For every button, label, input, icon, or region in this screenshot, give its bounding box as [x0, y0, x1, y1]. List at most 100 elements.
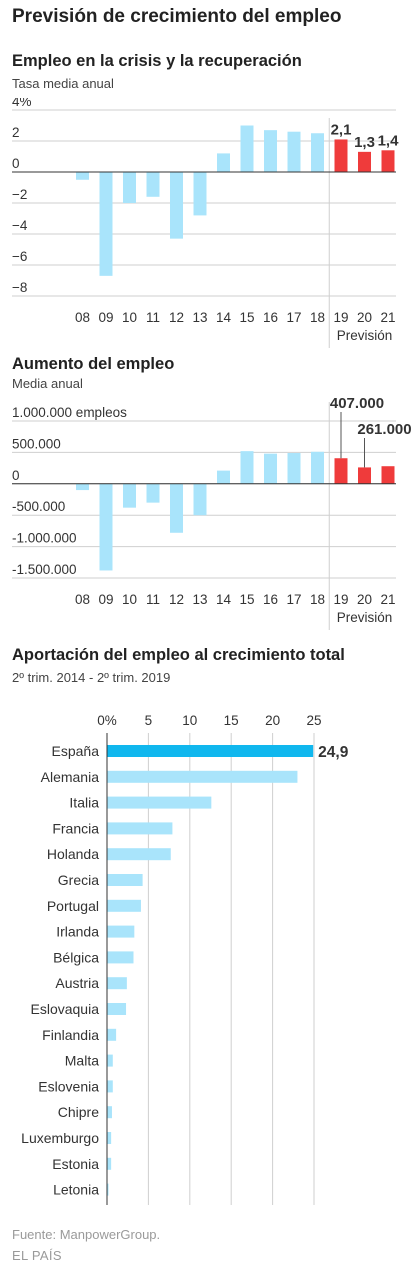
x-tick-label: 12: [169, 310, 184, 325]
data-label-España: 24,9: [318, 744, 349, 761]
bar-09: [99, 172, 113, 276]
bar-Chipre: [107, 1106, 112, 1119]
category-label: Francia: [52, 820, 99, 836]
bar-Letonia: [107, 1183, 109, 1196]
bar-16: [264, 453, 277, 484]
y-tick-label: 2: [12, 125, 20, 140]
x-tick-label: 5: [145, 713, 153, 728]
bar-17: [287, 131, 301, 172]
y-tick-label: -1.000.000: [12, 531, 77, 546]
x-tick-label: 15: [239, 310, 254, 325]
bar-12: [170, 172, 183, 239]
chart1-subtitle: Tasa media anual: [12, 76, 114, 91]
y-tick-label: 0: [12, 468, 20, 483]
x-tick-label: 11: [146, 592, 160, 607]
y-tick-label: 500.000: [12, 436, 61, 451]
y-tick-label: 4%: [12, 98, 32, 109]
x-tick-label: 11: [146, 310, 160, 325]
x-tick-label: 20: [265, 713, 280, 728]
bar-16: [264, 130, 277, 172]
y-tick-label: −8: [12, 280, 27, 295]
data-label-19: 2,1: [331, 121, 352, 138]
forecast-label: Previsión: [337, 328, 393, 343]
bar-15: [240, 451, 254, 484]
x-tick-label: 15: [239, 592, 254, 607]
chart2-subtitle: Media anual: [12, 376, 83, 391]
bar-20: [358, 467, 371, 484]
bar-Eslovenia: [107, 1080, 113, 1093]
bar-Irlanda: [107, 925, 135, 938]
x-tick-label: 18: [310, 592, 325, 607]
x-tick-label: 12: [169, 592, 184, 607]
chart1-title: Empleo en la crisis y la recuperación: [12, 52, 302, 70]
x-tick-label: 20: [357, 592, 372, 607]
forecast-label: Previsión: [337, 610, 393, 625]
chart2-title: Aumento del empleo: [12, 355, 175, 373]
bar-España: [107, 745, 314, 757]
x-tick-label: 25: [306, 713, 321, 728]
x-tick-label: 08: [75, 592, 90, 607]
publisher-brand: EL PAÍS: [12, 1248, 62, 1263]
x-tick-label: 09: [98, 310, 113, 325]
bar-13: [193, 172, 207, 216]
category-label: Holanda: [47, 846, 99, 862]
chart3-subtitle: 2º trim. 2014 - 2º trim. 2019: [12, 670, 171, 685]
bar-19: [334, 458, 348, 484]
category-label: Grecia: [58, 872, 99, 888]
page-title: Previsión de crecimiento del empleo: [12, 6, 342, 27]
data-label-20: 261.000: [357, 421, 411, 438]
x-tick-label: 17: [286, 310, 301, 325]
bar-08: [76, 483, 89, 491]
category-label: España: [52, 743, 100, 759]
x-tick-label: 10: [122, 310, 137, 325]
category-label: Eslovaquia: [31, 1001, 100, 1017]
bar-21: [381, 466, 395, 484]
y-tick-label: -500.000: [12, 499, 65, 514]
bar-10: [123, 172, 136, 203]
bar-Austria: [107, 977, 127, 990]
bar-15: [240, 125, 254, 172]
bar-13: [193, 483, 207, 516]
bar-Luxemburgo: [107, 1132, 112, 1144]
category-label: Irlanda: [56, 924, 99, 940]
data-label-19: 407.000: [330, 395, 384, 412]
bar-Grecia: [107, 874, 143, 886]
bar-Alemania: [107, 770, 298, 783]
y-tick-label: −4: [12, 218, 28, 233]
chart3-contribution: 0% 5 10 15 20 25 España Alemania Italia Francia Ho…: [21, 713, 349, 1205]
bar-21: [381, 150, 395, 172]
bar-11: [146, 483, 160, 503]
bar-12: [170, 483, 183, 533]
x-tick-label: 19: [333, 592, 348, 607]
category-label: Austria: [55, 975, 99, 991]
x-tick-label: 20: [357, 310, 372, 325]
bar-Italia: [107, 796, 212, 809]
bar-Francia: [107, 822, 173, 835]
y-tick-label: -1.500.000: [12, 562, 77, 577]
x-tick-label: 10: [182, 713, 197, 728]
x-tick-label: 14: [216, 592, 232, 607]
data-label-20: 1,3: [354, 134, 375, 151]
bar-Bélgica: [107, 951, 134, 964]
category-label: Bélgica: [53, 949, 99, 965]
bar-Estonia: [107, 1157, 112, 1170]
y-tick-label: 1.000.000 empleos: [12, 405, 127, 420]
x-tick-label: 14: [216, 310, 232, 325]
category-label: Italia: [69, 795, 99, 811]
bar-Malta: [107, 1054, 113, 1067]
bar-17: [287, 453, 301, 484]
bar-Finlandia: [107, 1028, 117, 1041]
x-tick-label: 09: [98, 592, 113, 607]
bar-Eslovaquia: [107, 1003, 127, 1015]
bar-19: [334, 139, 348, 172]
x-tick-label: 19: [333, 310, 348, 325]
category-label: Finlandia: [42, 1027, 99, 1043]
bar-09: [99, 483, 113, 571]
category-label: Alemania: [41, 769, 100, 785]
bar-14: [217, 153, 230, 172]
x-tick-label: 0%: [97, 713, 117, 728]
x-tick-label: 15: [224, 713, 239, 728]
bar-14: [217, 470, 230, 484]
x-tick-label: 13: [192, 310, 207, 325]
